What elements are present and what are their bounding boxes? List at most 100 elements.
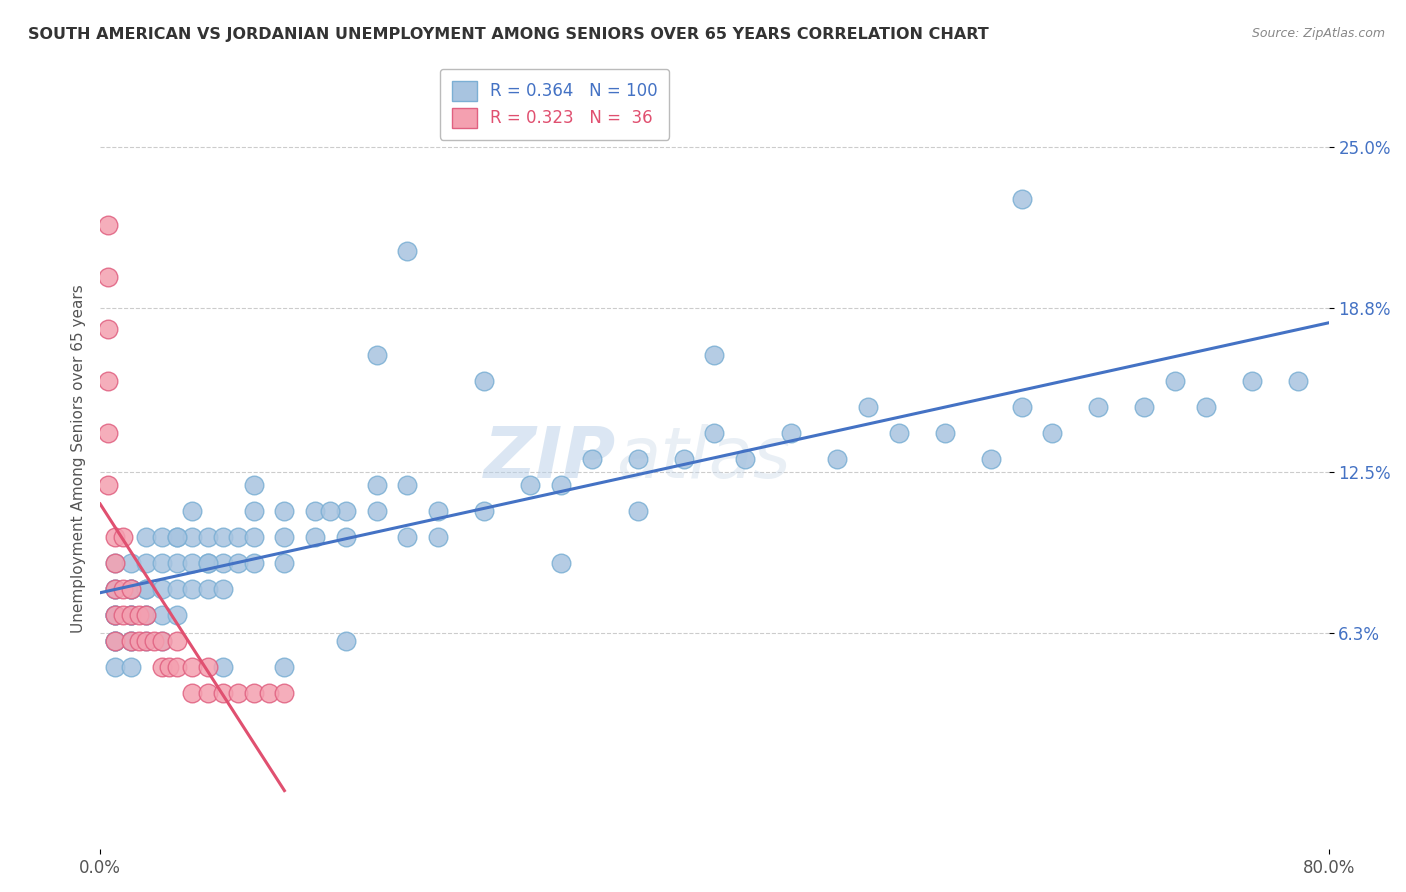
Point <box>150 634 173 648</box>
Point <box>242 556 264 570</box>
Point <box>366 478 388 492</box>
Point <box>472 504 495 518</box>
Point <box>319 504 342 518</box>
Point <box>366 504 388 518</box>
Point <box>150 660 173 674</box>
Point <box>181 530 204 544</box>
Point <box>181 660 204 674</box>
Point <box>166 634 188 648</box>
Point <box>150 634 173 648</box>
Point <box>104 582 127 596</box>
Point <box>120 660 142 674</box>
Point <box>212 686 235 700</box>
Point <box>104 556 127 570</box>
Point <box>135 634 157 648</box>
Point <box>396 478 419 492</box>
Y-axis label: Unemployment Among Seniors over 65 years: Unemployment Among Seniors over 65 years <box>72 285 86 633</box>
Point <box>734 451 756 466</box>
Point <box>128 634 150 648</box>
Point <box>197 660 219 674</box>
Point <box>120 556 142 570</box>
Point <box>150 530 173 544</box>
Point <box>335 634 357 648</box>
Point <box>228 686 250 700</box>
Point <box>120 608 142 623</box>
Point <box>273 686 295 700</box>
Point <box>427 504 450 518</box>
Point <box>581 451 603 466</box>
Point <box>120 608 142 623</box>
Point <box>166 556 188 570</box>
Point <box>166 582 188 596</box>
Point <box>550 478 572 492</box>
Point <box>197 530 219 544</box>
Point <box>1011 192 1033 206</box>
Point <box>166 530 188 544</box>
Point <box>181 556 204 570</box>
Point <box>142 634 165 648</box>
Point <box>97 374 120 388</box>
Point <box>135 530 157 544</box>
Point <box>120 634 142 648</box>
Text: atlas: atlas <box>616 425 790 493</box>
Point <box>181 686 204 700</box>
Legend: R = 0.364   N = 100, R = 0.323   N =  36: R = 0.364 N = 100, R = 0.323 N = 36 <box>440 69 669 140</box>
Point <box>1011 400 1033 414</box>
Point <box>273 530 295 544</box>
Point <box>181 504 204 518</box>
Point <box>97 269 120 284</box>
Point <box>242 504 264 518</box>
Point <box>1164 374 1187 388</box>
Point <box>120 608 142 623</box>
Point <box>1087 400 1109 414</box>
Point <box>150 608 173 623</box>
Point <box>672 451 695 466</box>
Point <box>120 634 142 648</box>
Point <box>550 556 572 570</box>
Point <box>703 348 725 362</box>
Point <box>1133 400 1156 414</box>
Point <box>112 582 135 596</box>
Point <box>97 218 120 232</box>
Point <box>166 608 188 623</box>
Point <box>120 608 142 623</box>
Point <box>120 634 142 648</box>
Point <box>212 530 235 544</box>
Point <box>120 582 142 596</box>
Point <box>304 530 326 544</box>
Point <box>228 556 250 570</box>
Point <box>257 686 280 700</box>
Text: ZIP: ZIP <box>484 425 616 493</box>
Point <box>112 608 135 623</box>
Point <box>1040 425 1063 440</box>
Text: Source: ZipAtlas.com: Source: ZipAtlas.com <box>1251 27 1385 40</box>
Point <box>135 556 157 570</box>
Point <box>887 425 910 440</box>
Point <box>104 608 127 623</box>
Point <box>150 582 173 596</box>
Point <box>97 425 120 440</box>
Point <box>104 634 127 648</box>
Point <box>626 451 648 466</box>
Point <box>780 425 803 440</box>
Point <box>135 634 157 648</box>
Point <box>472 374 495 388</box>
Point <box>856 400 879 414</box>
Point <box>980 451 1002 466</box>
Point <box>519 478 541 492</box>
Point <box>212 556 235 570</box>
Point <box>273 556 295 570</box>
Point <box>104 634 127 648</box>
Point <box>197 556 219 570</box>
Point <box>1195 400 1218 414</box>
Point <box>825 451 848 466</box>
Point <box>1240 374 1263 388</box>
Point <box>427 530 450 544</box>
Point <box>104 634 127 648</box>
Point <box>396 530 419 544</box>
Point <box>150 556 173 570</box>
Point <box>120 582 142 596</box>
Point <box>104 608 127 623</box>
Point <box>104 582 127 596</box>
Point <box>135 608 157 623</box>
